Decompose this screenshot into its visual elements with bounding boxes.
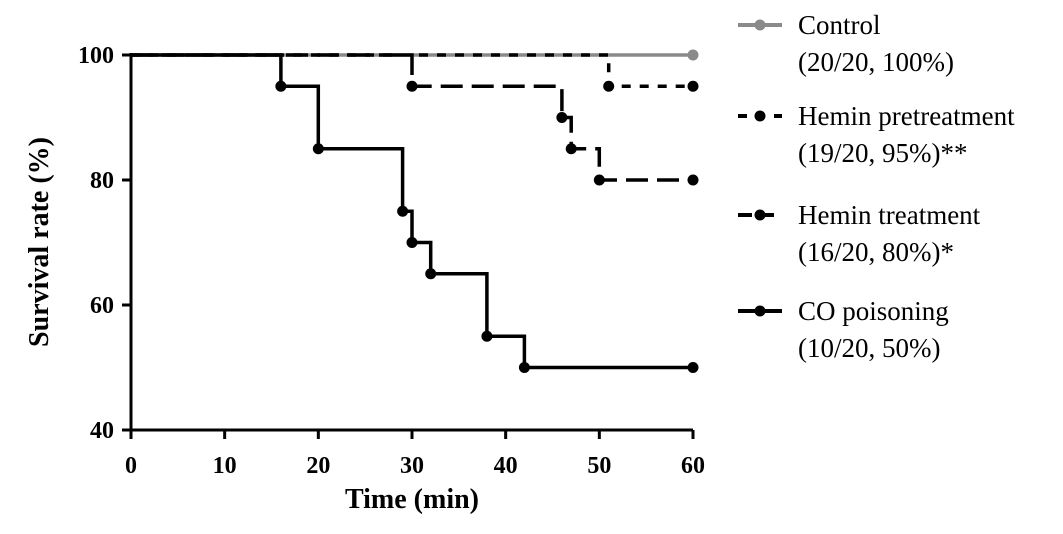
data-point (603, 80, 615, 92)
legend-label: Hemin pretreatment (798, 101, 1015, 131)
data-point (518, 362, 530, 373)
x-tick-label: 20 (306, 453, 330, 479)
legend-label: CO poisoning (798, 296, 949, 326)
data-point (687, 49, 699, 61)
x-tick-label: 0 (125, 453, 137, 479)
legend-detail: (19/20, 95%)** (798, 138, 967, 168)
legend-marker (754, 305, 766, 317)
series-line-poisoning (131, 53, 693, 370)
y-tick-label: 40 (90, 418, 114, 444)
y-tick-label: 100 (78, 43, 114, 69)
legend: Control (20/20, 100%) Hemin pretreatment (1… (738, 10, 1015, 363)
data-point (406, 80, 418, 92)
legend-item-poisoning: CO poisoning (10/20, 50%) (738, 296, 949, 363)
legend-item-pretreatment: Hemin pretreatment (19/20, 95%)** (738, 101, 1015, 168)
legend-detail: (20/20, 100%) (798, 47, 954, 77)
legend-detail: (10/20, 50%) (798, 333, 940, 363)
y-tick-label: 80 (90, 168, 114, 194)
ticks-layer: 0 10 20 30 40 50 60 40 60 80 100 (78, 43, 705, 479)
legend-item-control: Control (20/20, 100%) (738, 10, 954, 77)
legend-detail: (16/20, 80%)* (798, 237, 954, 267)
legend-label: Hemin treatment (798, 200, 981, 230)
data-point (687, 174, 699, 186)
data-point (687, 80, 699, 92)
legend-marker (754, 209, 766, 221)
y-tick-label: 60 (90, 293, 114, 319)
data-point (481, 330, 493, 342)
data-point (312, 143, 324, 155)
data-point (275, 80, 287, 92)
series-layer (131, 49, 699, 373)
series-poisoning (131, 53, 699, 373)
series-treatment (131, 53, 699, 186)
x-tick-label: 60 (681, 453, 705, 479)
data-point (556, 112, 568, 123)
series-line-treatment (131, 53, 693, 182)
legend-label: Control (798, 10, 881, 40)
legend-marker (754, 110, 766, 122)
legend-marker (754, 19, 766, 31)
data-point (397, 205, 409, 217)
data-point (593, 174, 605, 186)
data-point (406, 237, 418, 248)
data-point (687, 362, 699, 373)
x-tick-label: 30 (400, 453, 424, 479)
legend-item-treatment: Hemin treatment (16/20, 80%)* (738, 200, 981, 267)
y-axis-label: Survival rate (%) (24, 137, 55, 347)
x-tick-label: 10 (213, 453, 237, 479)
x-tick-label: 40 (494, 453, 518, 479)
data-point (425, 268, 437, 280)
x-tick-label: 50 (587, 453, 611, 479)
data-point (565, 143, 577, 155)
x-axis-label: Time (min) (345, 484, 479, 515)
